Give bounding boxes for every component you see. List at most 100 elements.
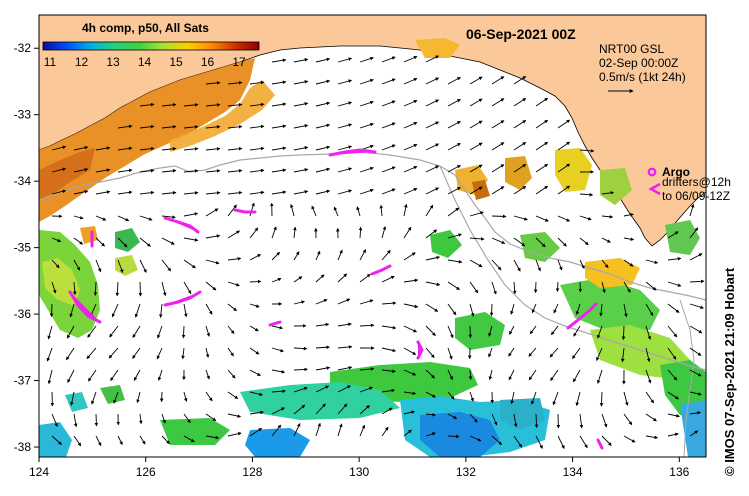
current-vector [469,281,479,294]
current-vector [381,188,396,195]
current-vector [579,413,584,429]
current-vector [491,281,497,295]
current-vector [601,191,615,195]
current-vector [159,303,163,318]
current-vector [425,121,440,129]
current-vector [359,386,374,393]
credit-text: © IMOS 07-Sep-2021 21:09 Hobart [722,267,737,476]
current-vector [667,369,678,381]
current-vector [557,237,567,247]
current-vector [381,388,396,393]
current-vector [66,347,75,361]
current-vector [293,124,309,129]
current-vector [689,325,703,334]
current-vector [689,369,702,377]
current-vector [132,325,141,339]
current-vector [491,214,507,219]
current-vector [535,97,549,107]
current-vector [491,237,506,244]
current-vector [447,121,461,129]
current-vector [447,281,461,290]
current-vector [70,391,75,406]
current-vector [667,256,682,261]
current-vector [205,103,221,107]
current-vector [293,168,309,173]
y-tick-label: -32 [14,41,32,55]
current-vector [95,146,111,151]
current-vector [491,164,505,173]
current-vector [95,168,111,173]
current-vector [528,347,537,357]
current-vector [271,389,286,393]
current-vector [381,301,397,305]
info-line-3: 0.5m/s (1kt 24h) [599,70,686,84]
current-vector [205,303,213,315]
current-vector [359,100,374,107]
current-vector [109,325,119,338]
current-vector [315,299,328,305]
current-vector [136,391,141,404]
current-vector [181,325,186,339]
current-vector [156,347,163,360]
current-vector [513,142,527,151]
current-vector [689,203,695,217]
current-vector [249,80,265,85]
current-vector [72,281,77,296]
current-vector [447,325,454,339]
current-vector [139,413,143,425]
current-vector [315,189,331,195]
current-vector [579,259,585,270]
current-vector [359,122,374,129]
current-vector [293,58,309,63]
current-vector [67,369,75,383]
current-vector [425,229,438,239]
current-vector [425,281,441,287]
current-vector [469,435,482,442]
current-vector [181,347,185,360]
current-vector [205,347,210,358]
current-vector [205,435,220,440]
current-vector [227,281,240,287]
current-vector [469,211,484,217]
current-vector [597,325,603,339]
current-vector [403,166,418,173]
current-vector [667,281,682,287]
current-vector [535,163,549,173]
current-vector [94,413,99,427]
current-vector [113,391,119,404]
current-vector [249,190,265,195]
current-vector [513,76,527,85]
current-vector [381,144,396,151]
current-vector [601,413,608,428]
current-vector [293,190,309,195]
current-vector [315,274,325,283]
current-vector [227,413,242,418]
current-vector [183,391,188,402]
current-vector [469,120,483,129]
y-tick-label: -38 [14,440,32,454]
current-vector [381,78,396,85]
current-vector [403,410,415,415]
current-vector [333,206,339,217]
current-vector [249,168,265,173]
current-vector [667,413,680,418]
current-vector [425,77,440,85]
current-vector [689,253,703,261]
current-vector [403,78,418,85]
current-vector [403,203,408,217]
current-vector [205,413,217,421]
current-vector [550,369,559,381]
colorbar-tick-label: 16 [201,55,215,69]
current-vector [315,322,330,327]
current-vector [205,259,220,265]
current-vector [447,99,461,107]
current-vector [93,281,98,296]
current-vector [271,124,287,129]
current-vector [381,369,396,373]
current-vector [425,347,435,359]
current-vector [315,145,331,151]
current-vectors [46,55,705,450]
current-vector [579,149,595,153]
current-vector [73,413,78,428]
current-vector [645,391,654,404]
